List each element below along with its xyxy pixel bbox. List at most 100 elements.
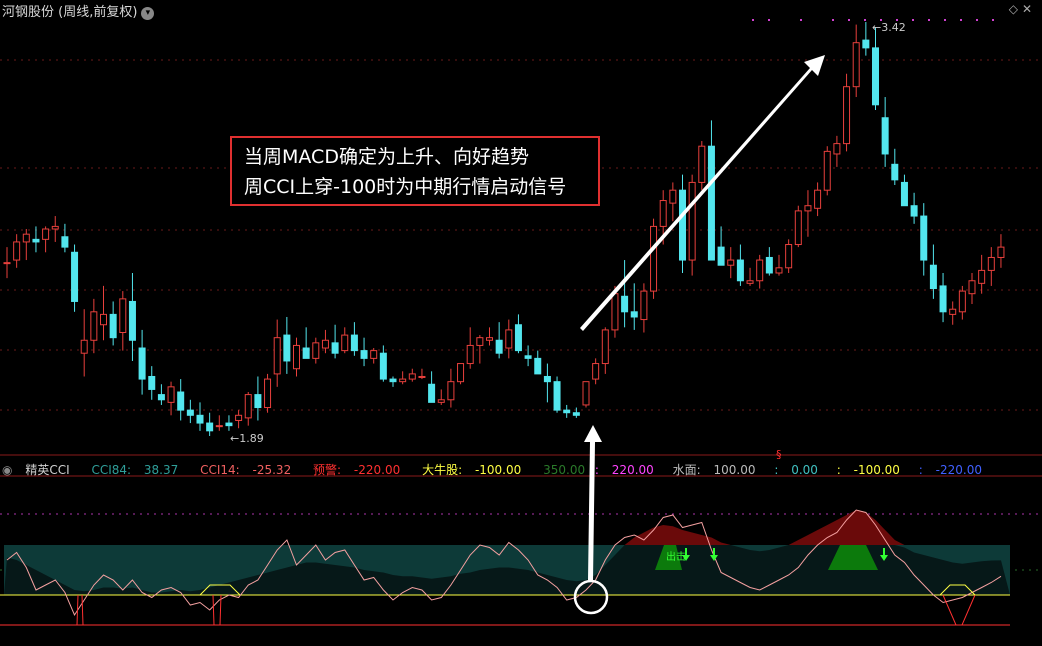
candle [534, 350, 542, 375]
candle [505, 319, 513, 359]
candle [331, 324, 339, 359]
cci84-area [4, 545, 1010, 595]
candle [707, 120, 715, 261]
candle [987, 247, 995, 286]
candle [939, 272, 947, 323]
cci-indicator: 出击 [0, 509, 1010, 626]
settings-icon[interactable]: ◉ [2, 463, 13, 477]
v220-value: : 220.00 [594, 463, 654, 477]
candle [514, 314, 522, 354]
candle [495, 322, 503, 359]
candles [3, 22, 1005, 436]
cci84-overbought [7, 510, 1001, 545]
annotation-line-2: 周CCI上穿-100时为中期行情启动信号 [244, 176, 567, 198]
candle [997, 234, 1005, 268]
candle [968, 272, 976, 305]
close-icon[interactable]: ✕ [1021, 2, 1036, 16]
candle [22, 229, 30, 261]
candle [109, 301, 117, 346]
candle [244, 392, 252, 426]
candle [408, 368, 416, 382]
candle [186, 399, 194, 424]
marker-label: § [776, 448, 782, 461]
candle [630, 283, 638, 330]
candle [862, 22, 870, 56]
neg220-value: : -220.00 [918, 463, 982, 477]
candle [572, 407, 580, 418]
candle [215, 415, 223, 431]
buy-arrow [880, 548, 888, 561]
candle [264, 373, 272, 413]
main-grid [0, 59, 1042, 477]
bull-bump [199, 584, 241, 596]
candle [61, 223, 69, 253]
candle [360, 337, 368, 367]
buy-arrow [710, 548, 718, 561]
price-labels: ←3.42 ←1.89 § [230, 21, 906, 461]
candle [910, 192, 918, 224]
chevron-down-icon[interactable]: ▾ [141, 7, 155, 20]
candle [119, 291, 127, 351]
candle [235, 410, 243, 429]
candle [273, 319, 281, 387]
candle [640, 283, 648, 333]
candle [341, 327, 349, 354]
candle [814, 182, 822, 217]
indicator-name[interactable]: ◉ 精英CCI [2, 463, 70, 477]
candle [312, 337, 320, 364]
candle [900, 174, 908, 207]
window-icons: ◇✕ [1009, 2, 1036, 16]
candle [486, 327, 493, 346]
candle [601, 327, 609, 374]
candle [399, 371, 407, 385]
candle [563, 404, 571, 418]
candle [843, 73, 851, 152]
candle [428, 371, 436, 403]
warn-value: 预警: -220.00 [313, 463, 401, 477]
candle [958, 285, 966, 320]
candle [476, 335, 484, 364]
candle [42, 226, 50, 253]
candle [929, 244, 937, 299]
candle [3, 247, 11, 279]
arrows [573, 55, 825, 615]
candle [881, 97, 889, 167]
bull-bump [939, 584, 976, 596]
candle [138, 329, 146, 395]
candle [80, 309, 88, 377]
diamond-icon[interactable]: ◇ [1008, 2, 1022, 16]
candle [321, 329, 329, 354]
signal-arrow [584, 425, 602, 580]
candle [543, 363, 551, 403]
signal-circle [573, 579, 609, 615]
candle [746, 267, 754, 286]
candle [852, 24, 860, 98]
candle [920, 203, 928, 276]
candle [389, 376, 397, 387]
stock-title: 河钢股份 (周线,前复权) [2, 5, 138, 20]
candle [206, 412, 214, 436]
candle [100, 285, 107, 341]
candle [418, 368, 426, 380]
candle [978, 254, 986, 294]
candle [592, 358, 600, 385]
candle [669, 182, 677, 222]
candle [553, 376, 561, 413]
candle [293, 337, 300, 377]
annotation-line-1: 当周MACD确定为上升、向好趋势 [244, 146, 529, 168]
v350-value: 350.00 [543, 463, 586, 477]
candle [167, 381, 175, 416]
cci14-line [6, 509, 1002, 617]
candle [688, 174, 696, 276]
signal-text: 出击 [666, 550, 686, 563]
candle [71, 244, 79, 312]
bull-value: 大牛股: -100.00 [422, 463, 522, 477]
candle [128, 272, 136, 361]
candle [177, 379, 185, 421]
candle [823, 146, 831, 196]
candle [621, 260, 629, 328]
warn-spike [212, 594, 222, 626]
high-level-dots [752, 19, 994, 21]
indicator-legend: ◉ 精英CCI CCI84: 38.37 CCI14: -25.32 预警: -… [2, 461, 1000, 478]
